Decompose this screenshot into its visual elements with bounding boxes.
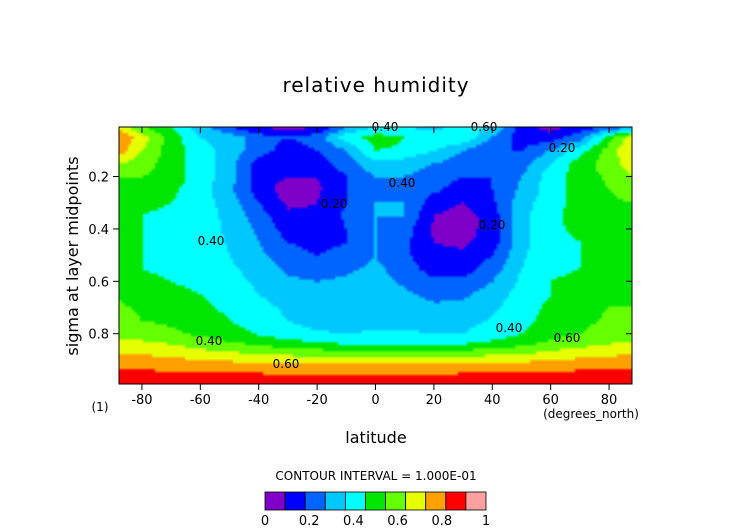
contour-label: 0.20 (479, 218, 506, 232)
colorbar-tick-label: 0 (261, 514, 269, 529)
colorbar-swatch (365, 491, 386, 511)
x-tick-label: 20 (426, 393, 443, 408)
y-axis: 0.2 0.4 0.6 0.8 (88, 171, 632, 343)
colorbar-tick-label: 1 (482, 514, 490, 529)
colorbar-swatch (324, 491, 346, 511)
x-axis: -80 -60 -40 -20 0 20 40 60 80 (131, 127, 617, 408)
contour-label: 0.40 (389, 176, 416, 190)
plot-area (119, 127, 632, 384)
contour-interval-text: CONTOUR INTERVAL = 1.000E-01 (275, 469, 476, 483)
x-tick-label: -80 (131, 393, 152, 408)
y-tick-label: 0.2 (88, 171, 109, 186)
contour-fill-field (119, 127, 632, 384)
x-tick-label: 40 (484, 393, 501, 408)
colorbar-swatch (405, 491, 427, 511)
contour-labels: 0.40 0.600.200.400.200.400.200.400.40 0.60… (196, 120, 581, 371)
contour-label: 0.40 (496, 321, 523, 335)
colorbar: 0 0.2 0.4 0.6 0.8 1 (261, 491, 490, 529)
x-axis-label: latitude (345, 428, 406, 447)
y-tick-label: 0.4 (88, 223, 109, 238)
contour-label: 0.20 (549, 141, 576, 155)
panel-label: (1) (92, 400, 109, 414)
contour-label: 0.60 (554, 331, 581, 345)
y-axis-label: sigma at layer midpoints (63, 156, 82, 355)
x-axis-units: (degrees_north) (543, 407, 639, 421)
colorbar-swatch (304, 491, 326, 511)
colorbar-tick-label: 0.2 (299, 514, 320, 529)
colorbar-swatch (425, 491, 447, 511)
y-tick-label: 0.8 (88, 328, 109, 343)
x-tick-label: -40 (248, 393, 269, 408)
colorbar-swatch (264, 491, 286, 511)
y-tick-label: 0.6 (88, 275, 109, 290)
colorbar-swatch (465, 491, 487, 511)
x-tick-label: -60 (190, 393, 211, 408)
colorbar-tick-label: 0.4 (343, 514, 364, 529)
colorbar-tick-label: 0.6 (387, 514, 408, 529)
chart-title: relative humidity (282, 73, 469, 97)
colorbar-swatch (284, 491, 306, 511)
x-tick-label: 80 (601, 393, 618, 408)
colorbar-swatch (344, 491, 366, 511)
contour-label: 0.20 (321, 197, 348, 211)
x-tick-label: -20 (306, 393, 327, 408)
colorbar-tick-label: 0.8 (431, 514, 452, 529)
x-tick-label: 60 (542, 393, 559, 408)
contour-label: 0.60 (273, 357, 300, 371)
x-tick-label: 0 (371, 393, 379, 408)
contour-label: 0.40 (198, 234, 225, 248)
contour-label: 0.40 (196, 334, 223, 348)
colorbar-swatch (385, 491, 407, 511)
colorbar-swatch (445, 491, 467, 511)
